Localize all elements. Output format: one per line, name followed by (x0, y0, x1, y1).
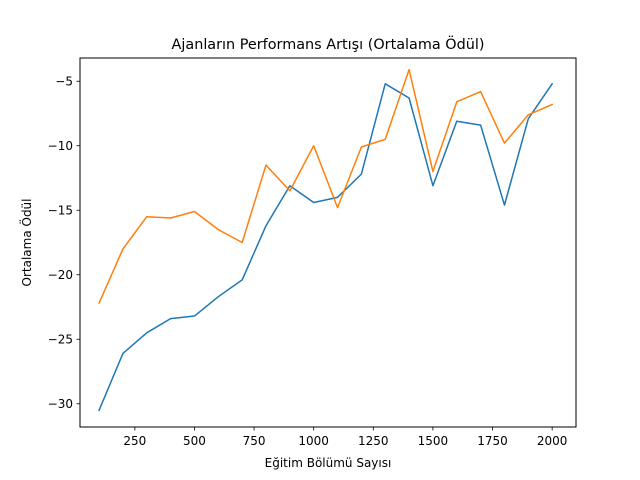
x-tick-label: 1500 (418, 434, 449, 448)
y-axis: −30 −25 −20 −15 −10 −5 (48, 75, 80, 411)
x-tick-label: 500 (183, 434, 206, 448)
y-tick-label: −15 (48, 204, 73, 218)
x-axis: 250 500 750 1000 1250 1500 1750 2000 (123, 427, 567, 448)
series-line-2 (98, 68, 554, 305)
x-tick-label: 2000 (537, 434, 568, 448)
y-tick-label: −20 (48, 268, 73, 282)
x-tick-label: 1000 (298, 434, 329, 448)
y-tick-label: −30 (48, 397, 73, 411)
x-tick-label: 1250 (358, 434, 389, 448)
series-line-1 (98, 82, 554, 412)
chart-title: Ajanların Performans Artışı (Ortalama Öd… (172, 35, 485, 53)
y-tick-label: −10 (48, 139, 73, 153)
y-tick-label: −5 (55, 75, 73, 89)
y-axis-title: Ortalama Ödül (18, 199, 34, 287)
x-tick-label: 1750 (477, 434, 508, 448)
plot-lines (98, 68, 554, 412)
plot-area-frame (79, 57, 577, 428)
x-tick-label: 250 (123, 434, 146, 448)
x-tick-label: 750 (243, 434, 266, 448)
y-tick-label: −25 (48, 333, 73, 347)
x-axis-title: Eğitim Bölümü Sayısı (265, 456, 392, 470)
